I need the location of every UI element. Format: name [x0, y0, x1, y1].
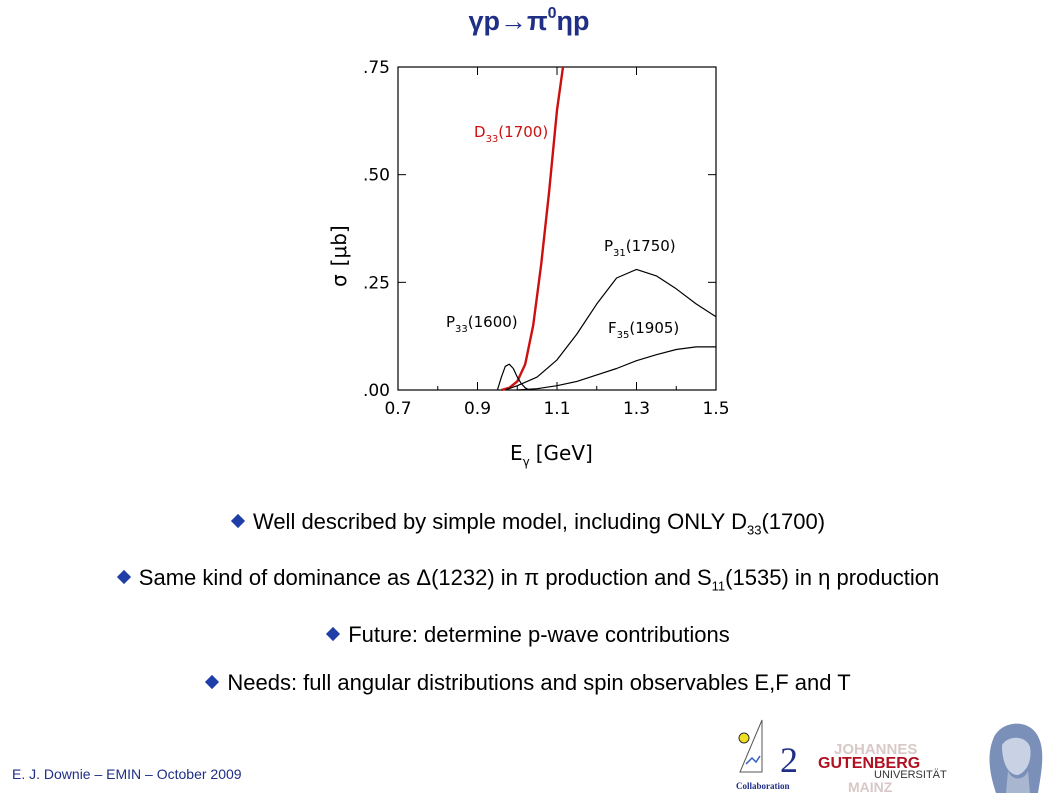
collab-text: Collaboration [736, 781, 790, 791]
bullet-item: Needs: full angular distributions and sp… [0, 670, 1058, 695]
gutenberg-portrait-icon [968, 715, 1058, 793]
jgu-line2: GUTENBERG [818, 755, 920, 772]
diamond-bullet-icon [230, 513, 246, 529]
series-label: P31(1750) [604, 237, 676, 259]
x-axis-label: Eγ [GeV] [510, 441, 593, 469]
series-label: D33(1700) [474, 123, 548, 145]
y-tick-label: .50 [363, 166, 390, 186]
jgu-mainz-logo: JOHANNES GUTENBERG UNIVERSITÄT MAINZ [818, 741, 947, 793]
jgu-line1: JOHANNES [834, 741, 917, 758]
series-line [501, 66, 565, 392]
bullet-list: Well described by simple model, includin… [0, 510, 1058, 719]
x-tick-label: 1.5 [702, 399, 729, 419]
series-label: F35(1905) [608, 319, 679, 341]
series-line [496, 363, 530, 391]
y-tick-label: .00 [363, 381, 390, 401]
collab-two: 2 [780, 740, 798, 780]
slide-footer: E. J. Downie – EMIN – October 2009 [12, 766, 242, 782]
cross-section-chart: 0.7 0.9 1.1 1.3 1.5 .00 .25 .50 .75 Eγ [GeV] σ[μb]… [327, 58, 730, 469]
x-tick-label: 1.3 [623, 399, 650, 419]
jgu-line4: MAINZ [848, 779, 893, 793]
x-tick-label: 0.7 [384, 399, 411, 419]
y-axis-label: σ[μb] [327, 225, 351, 287]
diamond-bullet-icon [326, 626, 341, 641]
x-tick-label: 0.9 [464, 399, 491, 419]
series-line [505, 268, 717, 391]
diamond-bullet-icon [116, 570, 131, 585]
y-tick-label: .25 [363, 273, 390, 293]
series-line [517, 346, 716, 391]
slide-title: γp→π0ηp [468, 5, 590, 36]
y-tick-label: .75 [363, 58, 390, 78]
x-tick-label: 1.1 [543, 399, 570, 419]
a2-collaboration-logo: 2 Collaboration [736, 719, 798, 791]
bullet-item: Future: determine p-wave contributions [0, 622, 1058, 647]
jgu-line3: UNIVERSITÄT [874, 769, 947, 781]
series-label: P33(1600) [446, 313, 518, 335]
bullet-item: Same kind of dominance as Δ(1232) in π p… [0, 566, 1058, 598]
diamond-bullet-icon [205, 674, 220, 689]
bullet-item: Well described by simple model, includin… [0, 510, 1058, 542]
